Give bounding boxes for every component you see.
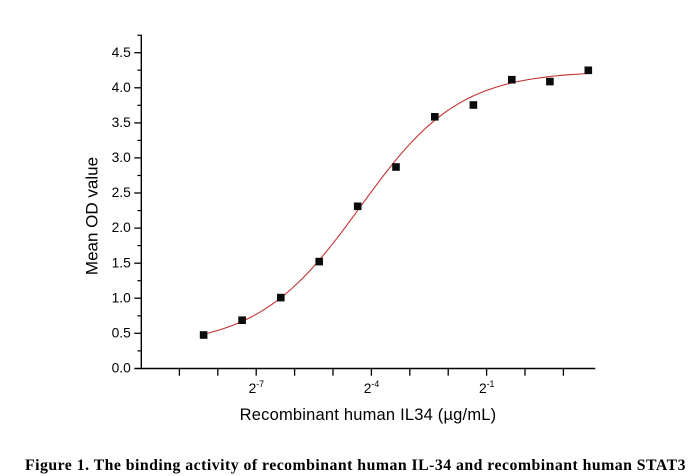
svg-text:-1: -1 [487, 379, 495, 389]
svg-text:0.5: 0.5 [112, 325, 132, 340]
svg-text:4.0: 4.0 [112, 80, 132, 95]
svg-text:-4: -4 [371, 379, 379, 389]
svg-text:1.5: 1.5 [112, 255, 132, 270]
svg-text:-7: -7 [256, 379, 264, 389]
svg-text:2.0: 2.0 [112, 220, 132, 235]
svg-text:2.5: 2.5 [112, 185, 132, 200]
svg-text:3.5: 3.5 [112, 115, 132, 130]
svg-text:Mean OD value: Mean OD value [83, 157, 102, 275]
svg-text:2: 2 [249, 381, 257, 396]
svg-text:2: 2 [479, 381, 487, 396]
svg-text:Recombinant human IL34 (µg/mL): Recombinant human IL34 (µg/mL) [240, 406, 497, 424]
svg-text:0.0: 0.0 [112, 361, 132, 376]
svg-text:1.0: 1.0 [112, 290, 132, 305]
svg-text:2: 2 [364, 381, 372, 396]
svg-text:3.0: 3.0 [112, 150, 132, 165]
svg-text:4.5: 4.5 [112, 45, 132, 60]
